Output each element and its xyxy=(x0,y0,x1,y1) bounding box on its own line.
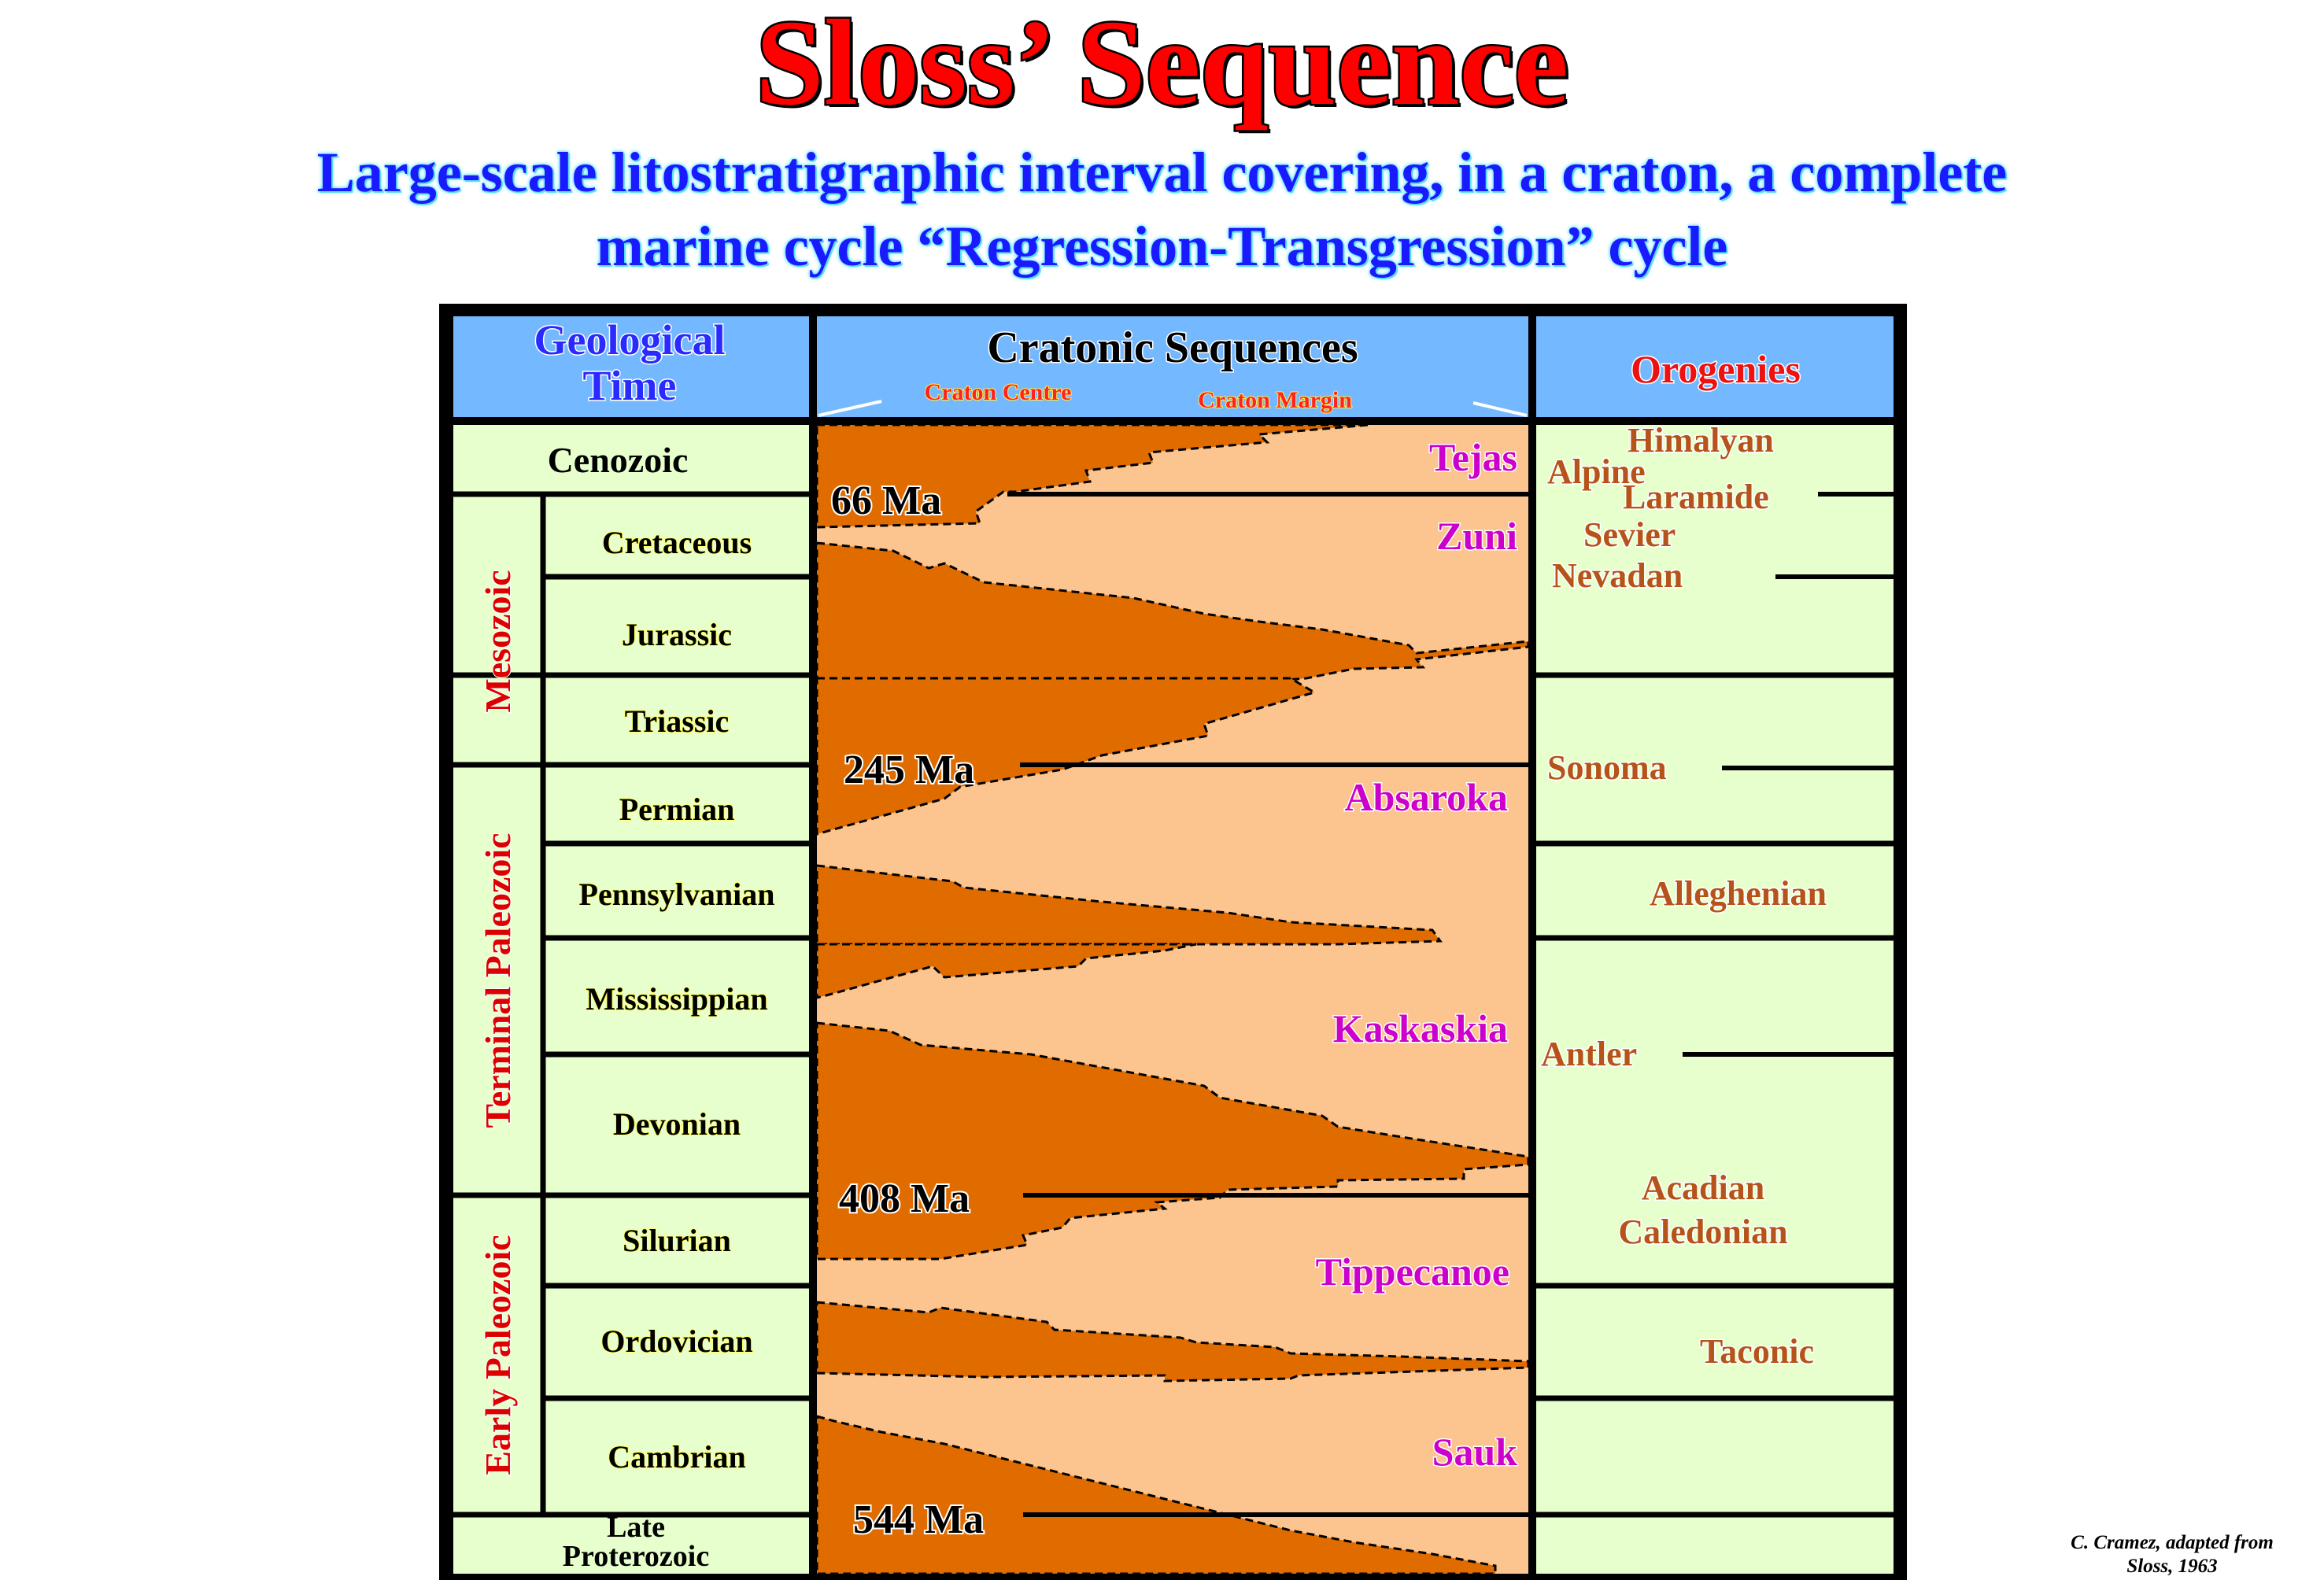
header-orogenies: Orogenies xyxy=(1631,347,1801,391)
era-terminal-paleozoic: Terminal Paleozoic xyxy=(478,832,518,1128)
period-mississippian: Mississippian xyxy=(586,981,767,1017)
devonian-silurian-wedge xyxy=(815,1021,1530,1261)
era-early-paleozoic: Early Paleozoic xyxy=(478,1235,518,1475)
orogeny-acadian: Acadian xyxy=(1642,1168,1764,1207)
sequence-tejas: Tejas xyxy=(1429,435,1517,479)
orogeny-laramide: Laramide xyxy=(1623,478,1769,516)
orogeny-alpine: Alpine xyxy=(1547,452,1646,491)
sequence-absaroka: Absaroka xyxy=(1345,775,1508,819)
period-jurassic: Jurassic xyxy=(622,617,732,652)
orogeny-caledonian: Caledonian xyxy=(1618,1213,1787,1251)
period-ordovician: Ordovician xyxy=(600,1323,752,1359)
orogeny-sonoma: Sonoma xyxy=(1547,748,1667,787)
period-cambrian: Cambrian xyxy=(608,1439,746,1475)
triassic-wedge xyxy=(815,677,1317,836)
sequence-sauk: Sauk xyxy=(1432,1430,1518,1474)
orogeny-himalyan: Himalyan xyxy=(1628,421,1774,460)
orogeny-alleghenian: Alleghenian xyxy=(1650,874,1827,913)
subtitle-line-1: Large-scale litostratigraphic interval c… xyxy=(316,141,2008,204)
orogeny-nevadan: Nevadan xyxy=(1552,556,1683,595)
time-column xyxy=(453,425,809,1574)
period-permian: Permian xyxy=(619,792,735,827)
orogeny-sevier: Sevier xyxy=(1583,515,1676,554)
sequence-tippecanoe: Tippecanoe xyxy=(1316,1250,1509,1294)
header-cell-orogenies xyxy=(1536,316,1894,417)
period-pennsylvanian: Pennsylvanian xyxy=(579,877,775,912)
orogeny-antler: Antler xyxy=(1541,1035,1637,1073)
credit-line-1: C. Cramez, adapted from xyxy=(2071,1532,2274,1553)
orogeny-taconic: Taconic xyxy=(1700,1332,1814,1371)
orogeny-column xyxy=(1536,425,1894,1574)
era-late-proterozoic-line1: Late xyxy=(607,1511,665,1544)
header-cell-sequences xyxy=(817,316,1528,417)
age-245-ma: 245 Ma xyxy=(844,748,974,792)
period-triassic: Triassic xyxy=(625,703,730,739)
header-geological-time-line2: Time xyxy=(583,362,677,409)
header-cell-time xyxy=(453,316,809,417)
age-544-ma: 544 Ma xyxy=(853,1497,984,1542)
sauk-wedge xyxy=(815,1415,1497,1575)
era-late-proterozoic-line2: Proterozoic xyxy=(563,1540,709,1573)
mississippian-wedge xyxy=(815,943,1197,999)
subtitle-line-2: marine cycle “Regression-Transgression” … xyxy=(596,215,1728,278)
ordovician-wedge xyxy=(815,1301,1530,1382)
header-geological-time-line1: Geological xyxy=(534,316,726,364)
sequence-zuni: Zuni xyxy=(1436,514,1517,558)
period-cretaceous: Cretaceous xyxy=(602,525,752,560)
age-66-ma: 66 Ma xyxy=(831,478,941,523)
period-silurian: Silurian xyxy=(623,1223,731,1258)
era-cenozoic: Cenozoic xyxy=(548,440,689,480)
period-devonian: Devonian xyxy=(613,1106,741,1142)
pennsylvanian-wedge xyxy=(815,864,1443,946)
era-mesozoic: Mesozoic xyxy=(478,570,518,712)
page-title: Sloss’ Sequence xyxy=(754,0,1571,133)
sequence-kaskaskia: Kaskaskia xyxy=(1333,1006,1508,1050)
credit-line-2: Sloss, 1963 xyxy=(2126,1556,2218,1577)
header-craton-centre: Craton Centre xyxy=(925,379,1072,405)
header-cratonic-sequences: Cratonic Sequences xyxy=(987,323,1358,372)
tejas-wedge xyxy=(815,423,1370,529)
header-craton-margin: Craton Margin xyxy=(1198,387,1352,413)
age-408-ma: 408 Ma xyxy=(839,1176,970,1221)
